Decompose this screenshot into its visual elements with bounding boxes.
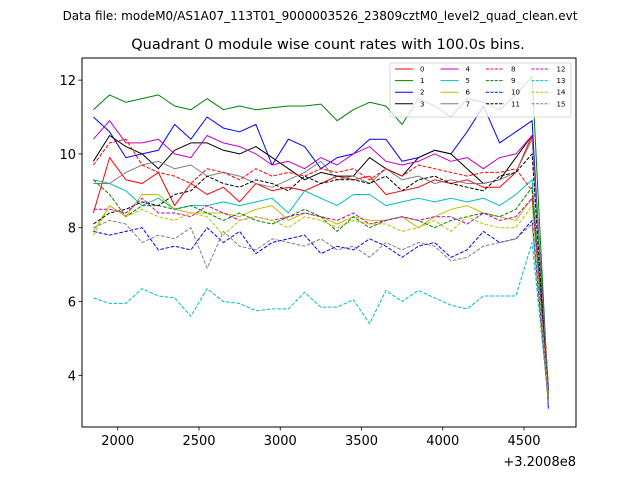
- legend-label-1: 1: [420, 77, 424, 85]
- legend-label-2: 2: [420, 89, 424, 97]
- legend-label-6: 6: [466, 89, 471, 97]
- legend-label-15: 15: [557, 100, 566, 108]
- legend-label-9: 9: [511, 77, 515, 85]
- x-tick-label: 2500: [182, 434, 215, 449]
- y-tick-label: 8: [68, 222, 76, 237]
- x-axis-offset-text: +3.2008e8: [503, 455, 576, 470]
- series-line-10: [93, 219, 549, 402]
- legend-label-8: 8: [511, 66, 515, 74]
- series-line-11: [93, 153, 549, 402]
- series-line-13: [93, 242, 549, 402]
- legend-label-11: 11: [511, 100, 520, 108]
- x-tick-label: 3500: [345, 434, 378, 449]
- legend-label-7: 7: [466, 100, 470, 108]
- y-tick-label: 10: [59, 148, 76, 163]
- legend-label-5: 5: [466, 77, 470, 85]
- x-tick-label: 3000: [264, 434, 297, 449]
- legend-label-4: 4: [466, 66, 471, 74]
- figure-suptitle: Data file: modeM0/AS1A07_113T01_90000035…: [63, 9, 578, 23]
- series-line-12: [93, 197, 549, 394]
- series-line-4: [93, 120, 549, 387]
- legend-label-10: 10: [511, 89, 520, 97]
- series-line-15: [93, 219, 549, 405]
- legend-label-0: 0: [420, 66, 424, 74]
- x-tick-label: 4500: [507, 434, 540, 449]
- legend-label-3: 3: [420, 100, 424, 108]
- legend-label-12: 12: [557, 66, 566, 74]
- series-line-14: [92, 205, 549, 398]
- x-tick-label: 2000: [101, 434, 134, 449]
- legend-label-13: 13: [557, 77, 566, 85]
- x-tick-label: 4000: [426, 434, 459, 449]
- series-line-7: [93, 138, 549, 391]
- legend-box: [389, 62, 572, 118]
- axes-frame: [81, 57, 577, 428]
- y-axis: 4 6 8 10 12: [59, 74, 82, 384]
- y-tick-label: 4: [68, 369, 76, 384]
- y-tick-label: 12: [59, 74, 76, 89]
- series-line-5: [93, 179, 549, 394]
- legend-label-14: 14: [557, 89, 566, 97]
- x-axis: 2000 2500 3000 3500 4000 4500: [101, 427, 541, 449]
- series-line-3: [92, 135, 549, 391]
- series-line-8: [92, 138, 549, 394]
- series-layer: [92, 75, 549, 409]
- chart-title: Quadrant 0 module wise count rates with …: [131, 37, 525, 53]
- series-line-9: [93, 179, 549, 391]
- y-tick-label: 6: [68, 296, 76, 311]
